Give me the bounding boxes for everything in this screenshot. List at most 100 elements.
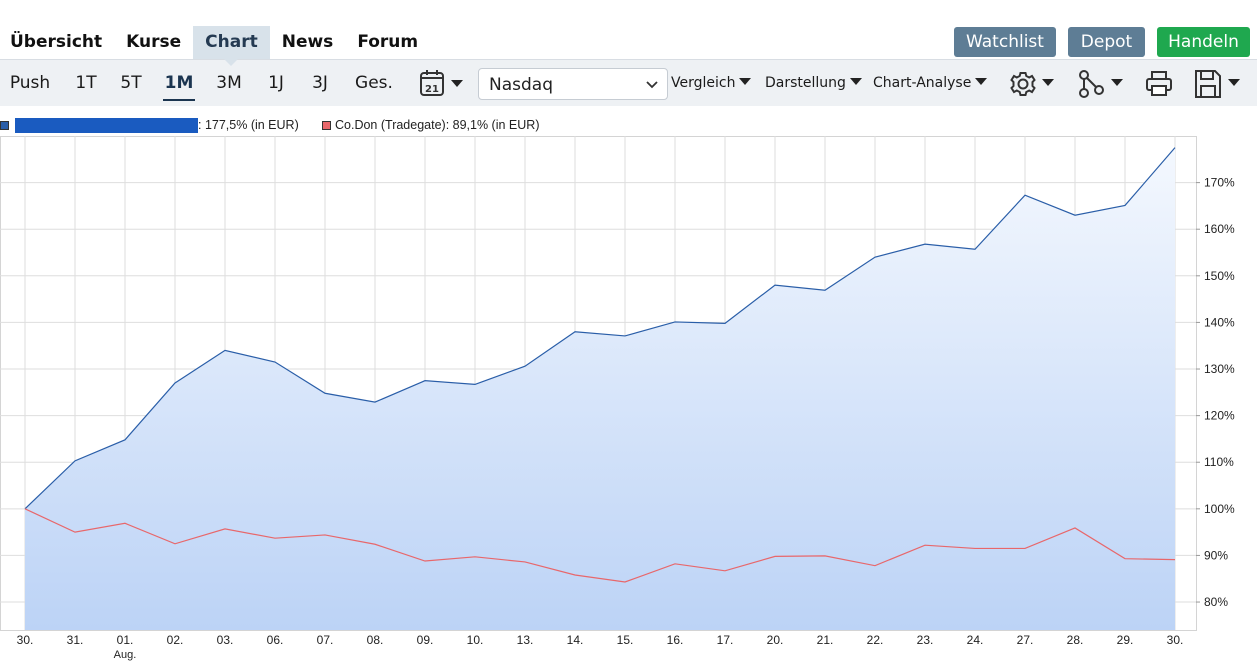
series-2-point xyxy=(924,544,926,546)
calendar-day: 21 xyxy=(425,84,439,95)
chart-toolbar: Push 1T 5T 1M 3M 1J 3J Ges. 21 Nasdaq Ve… xyxy=(0,59,1257,106)
series-1-point xyxy=(824,289,826,291)
y-tick-label: 160% xyxy=(1204,222,1235,236)
series-1-point xyxy=(374,401,376,403)
series-2-point xyxy=(774,555,776,557)
x-tick-label: 15. xyxy=(617,633,634,647)
x-tick-label: 28. xyxy=(1067,633,1084,647)
range-5t[interactable]: 5T xyxy=(120,73,142,93)
x-tick-label: 24. xyxy=(967,633,984,647)
legend-series1-name-redacted xyxy=(15,118,198,133)
range-3m[interactable]: 3M xyxy=(216,73,242,93)
vergleich-label: Vergleich xyxy=(671,75,736,91)
range-1m[interactable]: 1M xyxy=(161,60,197,107)
x-tick-sublabel: Aug. xyxy=(114,649,137,661)
series-2-point xyxy=(74,531,76,533)
x-tick-label: 21. xyxy=(817,633,834,647)
series-2-point xyxy=(24,508,26,510)
x-tick-label: 02. xyxy=(167,633,184,647)
nav-tabs: Übersicht Kurse Chart News Forum xyxy=(0,26,430,66)
tab-chart[interactable]: Chart xyxy=(193,26,270,66)
range-push[interactable]: Push xyxy=(9,73,51,93)
series-1-point xyxy=(724,322,726,324)
series-1-point xyxy=(1124,204,1126,206)
series-2-line xyxy=(24,508,1176,583)
x-tick-label: 30. xyxy=(1167,633,1184,647)
series-2-point xyxy=(624,581,626,583)
chevron-down-icon xyxy=(646,81,658,89)
price-chart[interactable]: 80% 90% 100% 110% 120% 130% 140% 150% 160% 170% 30… xyxy=(0,136,1257,663)
legend-series1-label: : 177,5% (in EUR) xyxy=(198,118,299,132)
chart-analyse-label: Chart-Analyse xyxy=(873,75,972,91)
x-tick-label: 14. xyxy=(567,633,584,647)
x-tick-label: 16. xyxy=(667,633,684,647)
series-1-line xyxy=(24,147,1176,510)
save-button[interactable] xyxy=(1194,68,1244,100)
y-tick-label: 140% xyxy=(1204,315,1235,329)
range-1t[interactable]: 1T xyxy=(75,73,97,93)
series-2-point xyxy=(974,547,976,549)
y-tick-label: 110% xyxy=(1204,455,1234,469)
series-2-point xyxy=(724,570,726,572)
tab-kurse[interactable]: Kurse xyxy=(126,32,182,52)
series-2-point xyxy=(1074,527,1076,529)
tab-news[interactable]: News xyxy=(281,32,334,52)
y-tick-label: 80% xyxy=(1204,595,1228,609)
series-1-point xyxy=(624,335,626,337)
print-button[interactable] xyxy=(1143,68,1177,100)
share-button[interactable] xyxy=(1077,68,1127,100)
legend-series2-label: Co.Don (Tradegate): 89,1% (in EUR) xyxy=(335,118,540,132)
printer-icon xyxy=(1146,71,1172,96)
watchlist-button[interactable]: Watchlist xyxy=(954,27,1056,57)
exchange-select-value: Nasdaq xyxy=(489,75,553,95)
tab-forum[interactable]: Forum xyxy=(357,32,419,52)
series-1-point xyxy=(174,382,176,384)
y-tick-label: 90% xyxy=(1204,548,1228,562)
series-1-point xyxy=(1074,214,1076,216)
vergleich-dropdown[interactable]: Vergleich xyxy=(671,60,752,107)
series-1-point xyxy=(924,243,926,245)
tab-uebersicht[interactable]: Übersicht xyxy=(10,32,103,52)
range-1j[interactable]: 1J xyxy=(268,73,284,93)
x-tick-label: 03. xyxy=(217,633,234,647)
x-tick-label: 29. xyxy=(1117,633,1134,647)
range-3j[interactable]: 3J xyxy=(312,73,328,93)
x-tick-label: 06. xyxy=(267,633,284,647)
series-2-point xyxy=(274,537,276,539)
darstellung-label: Darstellung xyxy=(765,75,846,91)
series-1-area xyxy=(25,147,1175,630)
legend-swatch-series2 xyxy=(322,121,331,130)
series-1-point xyxy=(674,321,676,323)
chart-analyse-dropdown[interactable]: Chart-Analyse xyxy=(873,60,988,107)
series-1-point xyxy=(124,439,126,441)
series-2-point xyxy=(1174,558,1176,560)
calendar-icon: 21 xyxy=(420,70,463,96)
x-tick-label: 30. xyxy=(17,633,34,647)
x-tick-label: 08. xyxy=(367,633,384,647)
y-tick-label: 100% xyxy=(1204,502,1235,516)
series-2-point xyxy=(124,522,126,524)
depot-button[interactable]: Depot xyxy=(1068,27,1145,57)
settings-button[interactable] xyxy=(1008,68,1058,100)
series-2-point xyxy=(424,560,426,562)
exchange-select[interactable]: Nasdaq xyxy=(478,68,668,100)
caret-down-icon xyxy=(975,78,988,85)
series-1-point xyxy=(274,361,276,363)
handeln-button[interactable]: Handeln xyxy=(1157,27,1250,57)
x-tick-label: 31. xyxy=(67,633,84,647)
x-tick-label: 20. xyxy=(767,633,784,647)
calendar-button[interactable]: 21 xyxy=(419,69,465,99)
series-1-point xyxy=(524,365,526,367)
x-tick-label: 22. xyxy=(867,633,884,647)
top-navigation: Übersicht Kurse Chart News Forum Watchli… xyxy=(0,0,1257,66)
series-2-point xyxy=(524,561,526,563)
darstellung-dropdown[interactable]: Darstellung xyxy=(765,60,862,107)
caret-down-icon xyxy=(849,78,862,85)
chart-legend: : 177,5% (in EUR) Co.Don (Tradegate): 89… xyxy=(0,114,1257,136)
y-tick-label: 170% xyxy=(1204,176,1235,190)
chevron-down-icon xyxy=(451,80,463,87)
gear-icon xyxy=(1010,72,1054,96)
y-tick-label: 130% xyxy=(1204,362,1235,376)
series-2-point xyxy=(1024,547,1026,549)
range-ges[interactable]: Ges. xyxy=(355,73,393,93)
